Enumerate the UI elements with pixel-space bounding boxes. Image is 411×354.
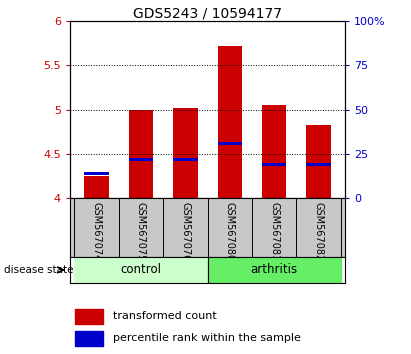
Bar <box>173 158 198 161</box>
Text: disease state: disease state <box>4 265 74 275</box>
Text: GSM567081: GSM567081 <box>269 202 279 262</box>
Text: GSM567082: GSM567082 <box>314 202 323 262</box>
Bar <box>217 142 242 145</box>
Bar <box>75 331 103 346</box>
Bar <box>129 110 153 198</box>
Bar <box>306 125 331 198</box>
Bar <box>74 257 208 283</box>
Text: GSM567074: GSM567074 <box>92 202 102 262</box>
Text: percentile rank within the sample: percentile rank within the sample <box>113 333 300 343</box>
Text: GSM567075: GSM567075 <box>136 202 146 262</box>
Bar <box>75 309 103 324</box>
Bar <box>217 46 242 198</box>
Bar <box>173 108 198 198</box>
Bar <box>84 176 109 198</box>
Bar <box>306 163 331 166</box>
Text: GSM567076: GSM567076 <box>180 202 190 262</box>
Text: control: control <box>120 263 162 276</box>
Text: GSM567080: GSM567080 <box>225 202 235 262</box>
Text: transformed count: transformed count <box>113 312 216 321</box>
Text: arthritis: arthritis <box>251 263 298 276</box>
Title: GDS5243 / 10594177: GDS5243 / 10594177 <box>133 6 282 20</box>
Bar <box>262 163 286 166</box>
Bar <box>84 172 109 175</box>
Bar <box>208 257 341 283</box>
Bar <box>262 105 286 198</box>
Bar <box>129 158 153 161</box>
